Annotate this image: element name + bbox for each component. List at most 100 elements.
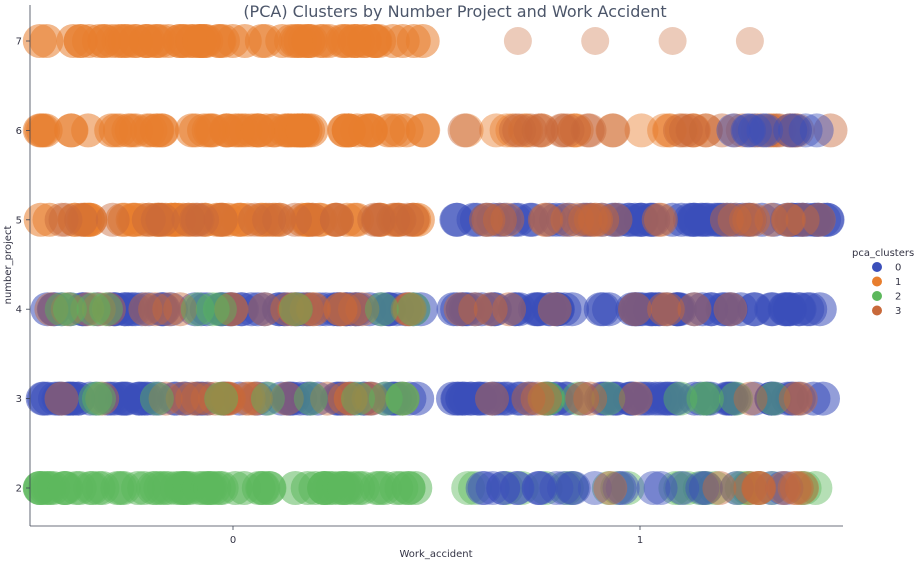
data-point	[665, 471, 700, 505]
data-point	[735, 113, 770, 148]
data-point	[556, 471, 591, 505]
cluster-1-band-x0-y6	[22, 113, 441, 148]
data-point	[214, 292, 248, 327]
data-point	[762, 113, 797, 148]
data-point	[509, 113, 544, 148]
data-point	[573, 202, 608, 237]
data-point	[215, 292, 250, 327]
x-tick-label: 1	[637, 535, 643, 546]
data-point	[396, 292, 431, 327]
data-point	[749, 113, 784, 148]
data-point	[131, 202, 166, 237]
data-point	[246, 471, 281, 505]
data-point	[613, 381, 648, 416]
data-point	[451, 471, 486, 505]
data-point	[476, 202, 511, 237]
data-point	[513, 113, 548, 148]
data-point	[144, 292, 179, 327]
data-point	[775, 381, 810, 416]
data-point	[293, 381, 328, 416]
data-point	[361, 202, 396, 237]
data-point	[486, 471, 521, 505]
data-point	[733, 471, 768, 505]
y-axis-label: number_project	[3, 226, 14, 305]
data-point	[652, 113, 687, 148]
data-point	[595, 113, 630, 148]
data-point	[557, 113, 591, 148]
data-point	[733, 381, 768, 416]
data-point	[725, 202, 760, 237]
legend-title: pca_clusters	[852, 248, 914, 259]
data-point	[539, 202, 573, 237]
cluster-1-band-x0-y7	[22, 24, 440, 58]
data-point	[647, 292, 682, 327]
data-point	[498, 292, 533, 327]
data-point	[717, 113, 752, 148]
data-point	[783, 381, 818, 416]
data-point	[240, 113, 275, 148]
data-point	[675, 113, 710, 148]
data-point	[458, 292, 493, 327]
data-point	[258, 202, 293, 237]
data-point	[333, 381, 368, 416]
cluster-0-band-x0-y4	[30, 292, 438, 327]
data-point	[138, 292, 173, 327]
data-point	[740, 113, 775, 148]
data-point	[44, 202, 79, 237]
data-point	[663, 471, 698, 505]
data-point	[278, 202, 312, 237]
data-point	[539, 471, 574, 505]
data-point	[191, 113, 226, 148]
data-point	[601, 202, 636, 237]
data-point	[560, 202, 594, 237]
data-point	[471, 202, 506, 237]
data-point	[504, 471, 539, 505]
data-point	[596, 113, 631, 148]
data-point	[550, 202, 585, 237]
data-point	[785, 471, 819, 505]
data-point	[222, 381, 257, 416]
data-point	[327, 113, 362, 148]
cluster-2-band-x0-y2	[22, 471, 433, 505]
data-point	[714, 381, 749, 416]
data-point	[779, 471, 814, 505]
cluster-3-band-x0-y3	[44, 381, 420, 416]
data-point	[202, 292, 237, 327]
data-point	[560, 381, 595, 416]
data-point	[465, 471, 500, 505]
data-point	[396, 292, 431, 327]
data-point	[593, 471, 628, 505]
y-tick-label: 2	[16, 484, 22, 495]
data-point	[72, 24, 106, 58]
data-point	[140, 202, 175, 237]
data-point	[565, 381, 600, 416]
data-point	[677, 292, 712, 327]
data-point	[447, 113, 482, 148]
data-point	[364, 292, 399, 327]
data-point	[550, 113, 585, 148]
data-point	[351, 381, 386, 416]
data-point	[577, 202, 612, 237]
data-point	[600, 471, 635, 505]
data-point	[323, 292, 358, 327]
data-point	[499, 471, 534, 505]
data-point	[678, 202, 713, 237]
data-point	[171, 202, 206, 237]
data-point	[71, 113, 106, 148]
data-point	[473, 292, 508, 327]
data-point	[686, 381, 721, 416]
legend-label: 3	[895, 306, 901, 317]
data-point	[755, 471, 790, 505]
data-point	[724, 471, 759, 505]
data-point	[717, 202, 752, 237]
data-point	[250, 381, 285, 416]
data-point	[643, 471, 678, 505]
data-point	[546, 113, 581, 148]
data-point	[742, 471, 777, 505]
cluster-0-band-x0-y3	[25, 381, 435, 416]
data-point	[96, 292, 131, 327]
data-point	[732, 202, 767, 237]
data-point	[705, 113, 739, 148]
data-point	[524, 113, 559, 148]
cluster-3-band-x0-y4	[34, 292, 427, 327]
